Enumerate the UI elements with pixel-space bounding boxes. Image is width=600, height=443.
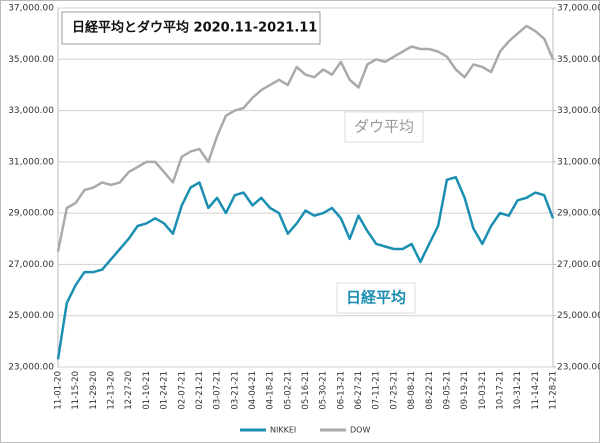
x-tick-label: 07-11-21 — [372, 371, 382, 410]
y2-tick-label: 27,000.00 — [557, 260, 600, 270]
x-tick-label: 01-24-21 — [160, 371, 170, 410]
y-tick-label: 37,000.00 — [8, 4, 54, 14]
x-tick-label: 06-13-21 — [336, 371, 346, 410]
x-tick-label: 12-27-20 — [124, 371, 134, 410]
annotation: ダウ平均 — [354, 118, 414, 136]
plot-area — [57, 7, 554, 368]
legend-label: DOW — [350, 426, 370, 435]
x-tick-label: 07-25-21 — [389, 371, 399, 410]
x-tick-label: 02-07-21 — [177, 371, 187, 410]
y2-tick-label: 23,000.00 — [557, 363, 600, 373]
y2-tick-label: 31,000.00 — [557, 157, 600, 167]
y2-tick-label: 37,000.00 — [557, 4, 600, 14]
y-tick-label: 29,000.00 — [8, 209, 54, 219]
x-tick-label: 03-07-21 — [213, 371, 223, 410]
x-tick-label: 10-03-21 — [478, 371, 488, 410]
x-tick-label: 05-16-21 — [301, 371, 311, 410]
title-box — [61, 11, 321, 45]
x-tick-label: 11-15-20 — [71, 371, 81, 410]
annotation-box — [344, 111, 424, 143]
legend-label: NIKKEI — [270, 426, 296, 435]
x-tick-label: 12-13-20 — [107, 371, 117, 410]
y2-tick-label: 29,000.00 — [557, 209, 600, 219]
y2-tick-label: 33,000.00 — [557, 106, 600, 116]
series-line — [56, 24, 555, 252]
x-tick-label: 11-28-21 — [549, 371, 559, 410]
x-tick-label: 01-10-21 — [142, 371, 152, 410]
x-tick-label: 08-22-21 — [425, 371, 435, 410]
x-tick-label: 08-08-21 — [407, 371, 417, 410]
x-tick-label: 03-21-21 — [230, 371, 240, 410]
x-tick-label: 02-21-21 — [195, 371, 205, 410]
y-tick-label: 35,000.00 — [8, 55, 54, 65]
x-tick-label: 06-27-21 — [354, 371, 364, 410]
y-tick-label: 31,000.00 — [8, 157, 54, 167]
x-tick-label: 05-02-21 — [283, 371, 293, 410]
chart-title: 日経平均とダウ平均 2020.11-2021.11 — [72, 20, 317, 36]
x-tick-label: 04-04-21 — [248, 371, 258, 410]
x-tick-label: 09-19-21 — [460, 371, 470, 410]
y2-tick-label: 35,000.00 — [557, 55, 600, 65]
y-tick-label: 25,000.00 — [8, 311, 54, 321]
x-tick-label: 11-29-20 — [89, 371, 99, 410]
x-tick-label: 05-30-21 — [319, 371, 329, 410]
y-tick-label: 27,000.00 — [8, 260, 54, 270]
annotation: 日経平均 — [346, 289, 406, 307]
x-tick-label: 09-05-21 — [442, 371, 452, 410]
x-tick-label: 10-17-21 — [495, 371, 505, 410]
y-tick-label: 23,000.00 — [8, 363, 54, 373]
y2-tick-label: 25,000.00 — [557, 311, 600, 321]
x-tick-label: 10-31-21 — [513, 371, 523, 410]
y-tick-label: 33,000.00 — [8, 106, 54, 116]
x-tick-label: 11-01-20 — [54, 371, 64, 410]
x-tick-label: 11-14-21 — [531, 371, 541, 410]
series-line — [56, 175, 555, 360]
annotation-box — [336, 282, 416, 314]
x-tick-label: 04-18-21 — [266, 371, 276, 410]
